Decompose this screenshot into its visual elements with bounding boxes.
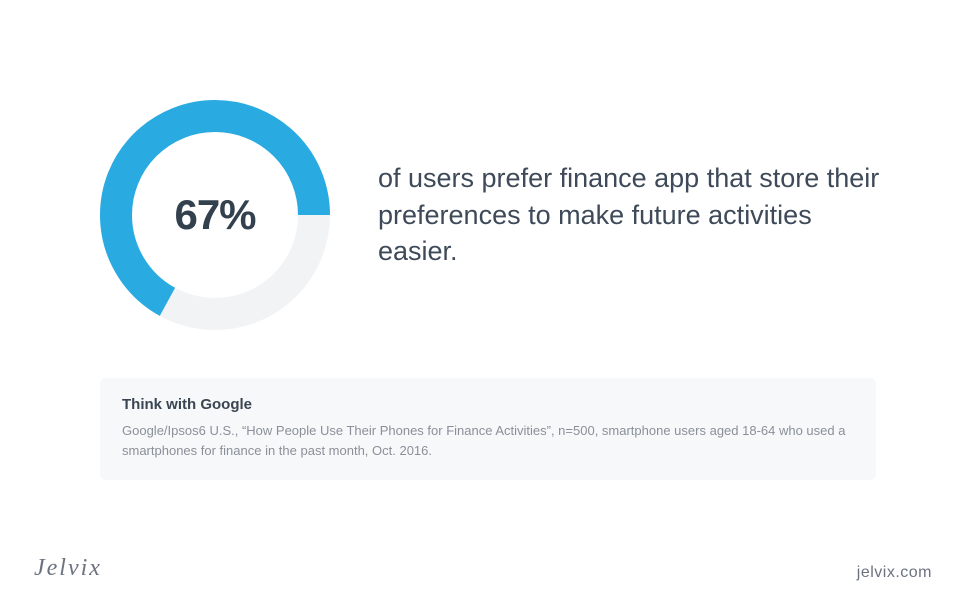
source-box: Think with Google Google/Ipsos6 U.S., “H… bbox=[100, 378, 876, 480]
donut-chart: 67% bbox=[100, 100, 330, 330]
main-row: 67% of users prefer finance app that sto… bbox=[0, 0, 966, 330]
brand-logo: Jelvix bbox=[34, 555, 102, 582]
donut-percent-label: 67% bbox=[100, 100, 330, 330]
footer: Jelvix jelvix.com bbox=[0, 555, 966, 600]
headline-text: of users prefer finance app that store t… bbox=[378, 160, 886, 269]
site-url: jelvix.com bbox=[857, 564, 932, 582]
source-title: Think with Google bbox=[122, 396, 854, 413]
source-body: Google/Ipsos6 U.S., “How People Use Thei… bbox=[122, 421, 854, 460]
